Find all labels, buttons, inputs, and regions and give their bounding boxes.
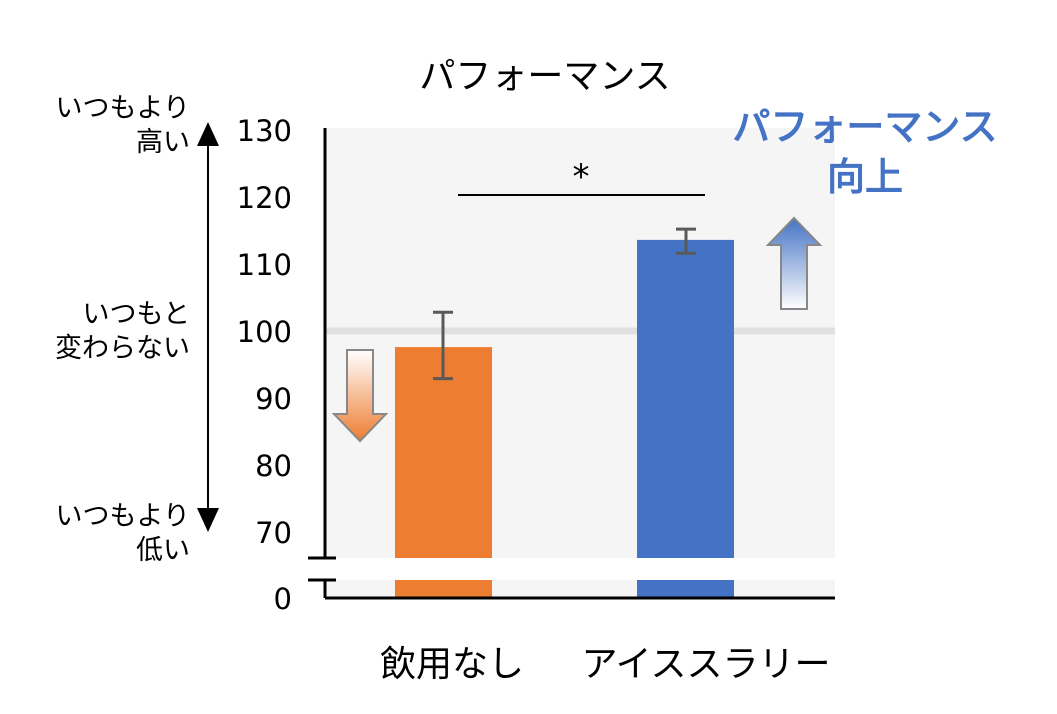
y-tick-label: 90 xyxy=(255,382,292,416)
y-tick-label: 0 xyxy=(274,582,292,616)
annotation-higher: いつもより 高い xyxy=(55,93,190,158)
category-label: アイススラリー xyxy=(581,644,830,685)
axis-break-band xyxy=(305,558,835,580)
annotation-same: いつもと 変わらない xyxy=(55,299,190,364)
y-tick-label: 110 xyxy=(237,248,292,282)
arrow-up-icon xyxy=(197,122,219,146)
bar-lower xyxy=(637,580,734,598)
y-tick-label: 80 xyxy=(255,449,292,483)
bar-upper xyxy=(637,239,734,558)
bar-upper xyxy=(395,347,492,558)
bar-lower xyxy=(395,580,492,598)
performance-improvement-label: パフォーマンス 向上 xyxy=(732,105,998,199)
y-tick-label: 70 xyxy=(255,516,292,550)
y-tick-label: 120 xyxy=(237,181,292,215)
annotation-lower: いつもより 低い xyxy=(55,501,190,566)
category-label: 飲用なし xyxy=(380,644,524,685)
y-tick-label: 130 xyxy=(237,114,292,148)
arrow-down-icon xyxy=(197,508,219,532)
down-arrow-icon xyxy=(331,349,389,443)
up-arrow-icon xyxy=(765,216,823,310)
chart-title: パフォーマンス xyxy=(419,56,670,97)
significance-marker: * xyxy=(573,157,590,197)
y-tick-label: 100 xyxy=(237,315,292,349)
